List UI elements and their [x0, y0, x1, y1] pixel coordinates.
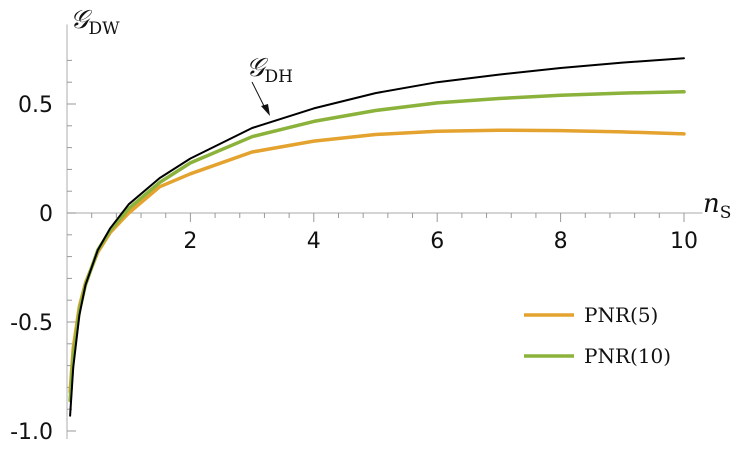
x-tick-label: 4	[307, 229, 321, 254]
annotation-label: 𝒢DH	[246, 53, 293, 87]
y-tick-label: -1.0	[10, 420, 53, 445]
y-tick-label: 0.5	[18, 93, 53, 118]
annotation: 𝒢DH	[246, 53, 293, 116]
annotation-label-sub: DH	[265, 67, 293, 87]
y-axis-label-main: 𝒢	[70, 5, 93, 35]
series-lines	[68, 57, 686, 417]
annotation-arrow-head	[261, 104, 270, 116]
y-tick-label: -0.5	[10, 311, 53, 336]
axes	[66, 24, 703, 439]
y-axis-label: 𝒢DW	[70, 5, 120, 39]
series-line-gdh	[69, 57, 685, 417]
x-axis-label: nS	[703, 189, 731, 223]
x-tick-label: 8	[554, 229, 568, 254]
x-tick-label: 10	[670, 229, 698, 254]
x-tick-label: 2	[183, 229, 197, 254]
y-axis-label-sub: DW	[89, 19, 121, 39]
legend: PNR(5) PNR(10)	[524, 303, 671, 368]
x-axis-label-sub: S	[720, 203, 732, 223]
legend-label-pnr5: PNR(5)	[584, 303, 658, 327]
ticks: 2 4 6 8 10 -1.0 -0.5 0 0.5	[10, 59, 698, 445]
y-tick-label: 0	[39, 202, 53, 227]
legend-label-pnr10: PNR(10)	[584, 344, 671, 368]
x-axis-label-main: n	[703, 189, 720, 219]
annotation-label-main: 𝒢	[246, 53, 269, 83]
x-tick-label: 6	[430, 229, 444, 254]
